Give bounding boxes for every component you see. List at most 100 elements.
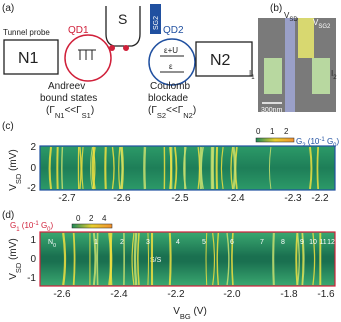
occupation: 2	[120, 239, 124, 246]
x-tick-label: -1.8	[280, 289, 298, 300]
cb-levels	[160, 55, 184, 73]
feature	[316, 146, 320, 190]
feature	[231, 232, 234, 286]
feature	[232, 146, 237, 190]
feature	[216, 232, 220, 286]
feature	[92, 232, 97, 286]
qd1-circle	[64, 34, 112, 82]
text-part: G	[39, 221, 47, 230]
scale-label: 300nm	[261, 107, 283, 114]
bias-label: VSD	[284, 11, 298, 23]
text-part: 2	[333, 75, 337, 81]
feature	[133, 232, 138, 286]
y-axis-label: VSD (mV)	[8, 238, 23, 280]
caption: Coulomb	[150, 81, 190, 92]
text-part: (V)	[191, 306, 207, 317]
feature	[131, 232, 135, 286]
occupation: 5	[202, 239, 206, 246]
feature	[295, 232, 299, 286]
occupation: 1	[94, 239, 98, 246]
text-part: V	[313, 18, 319, 27]
feature	[200, 146, 204, 190]
occupation: 8	[281, 239, 285, 246]
occupation: 9	[300, 239, 304, 246]
feature	[48, 146, 53, 190]
x-ticks: -2.6 -2.4 -2.2 -2.0 -1.8 -1.6	[53, 289, 335, 300]
text-part: (mV)	[8, 149, 19, 173]
feature	[183, 146, 187, 190]
occupation: N0	[48, 239, 56, 249]
cooper-pair	[123, 45, 129, 51]
feature	[268, 146, 272, 190]
text-part: (Γ	[46, 105, 55, 116]
lead-label: N1	[18, 50, 39, 67]
x-tick-label: -2.6	[53, 289, 71, 300]
heatmap	[39, 231, 336, 287]
y-tick-label: 0	[30, 254, 36, 265]
electrode	[264, 58, 282, 94]
occupation: 10	[309, 239, 317, 246]
condition: (ΓS2<<ΓN2)	[148, 105, 196, 120]
feature	[220, 146, 224, 190]
s-label: S	[118, 11, 127, 27]
feature	[119, 146, 124, 190]
feature	[111, 146, 115, 190]
x-tick-label: -2.2	[311, 193, 329, 204]
feature	[272, 232, 275, 286]
tunnel-probe: Tunnel probe	[3, 28, 50, 37]
feature	[296, 232, 300, 286]
text-part: )	[51, 221, 54, 230]
qd2-circle	[148, 38, 196, 86]
feature	[108, 232, 113, 286]
colorbar-tick: 4	[102, 214, 107, 223]
y-tick-label: -1	[27, 273, 36, 284]
qd1-label: QD1	[68, 25, 89, 36]
text-part: 1	[16, 227, 20, 233]
text-part: 0	[53, 243, 56, 249]
feature	[62, 232, 67, 286]
cooper-pair	[109, 45, 115, 51]
feature	[168, 232, 172, 286]
colorbar-tick: 2	[89, 214, 94, 223]
text-part: SD	[14, 262, 23, 273]
panel-label: (a)	[2, 3, 14, 14]
feature	[81, 146, 84, 190]
colorbar	[255, 137, 295, 143]
feature	[197, 146, 201, 190]
text-part: S1	[82, 111, 91, 120]
level-label: ε+U	[164, 46, 178, 55]
occupation: 4	[176, 239, 180, 246]
colorbar-tick: 1	[270, 127, 275, 136]
annotation: S/S	[150, 257, 162, 264]
feature	[92, 146, 96, 190]
x-ticks: -2.7 -2.6 -2.5 -2.4 -2.3 -2.2	[58, 193, 329, 204]
y-tick-label: 1	[30, 235, 36, 246]
text-part: -1	[319, 137, 325, 143]
text-part: (Γ	[148, 105, 157, 116]
text-part: (mV)	[8, 238, 19, 262]
occupation: 3	[146, 239, 150, 246]
text-part: <<Γ	[166, 105, 184, 116]
x-tick-label: -2.4	[110, 289, 128, 300]
feature	[312, 232, 316, 286]
text-part: BG	[180, 312, 191, 321]
text-part: (10	[20, 221, 34, 230]
feature	[118, 146, 121, 190]
x-tick-label: -2.0	[223, 289, 241, 300]
feature	[137, 232, 140, 286]
text-part: )	[91, 105, 94, 116]
text-part: V	[8, 184, 19, 191]
text-part: G	[325, 137, 333, 146]
colorbar-tick: 2	[284, 127, 289, 136]
current-label: I1	[249, 69, 255, 81]
feature	[230, 146, 234, 190]
electrode	[312, 58, 330, 94]
colorbar	[71, 223, 113, 229]
feature	[226, 232, 230, 286]
lead-box	[195, 41, 253, 77]
lead-label: N2	[210, 52, 231, 69]
feature	[212, 232, 216, 286]
text-part: (10	[306, 137, 320, 146]
caption: blockade	[148, 93, 188, 104]
text-part: N2	[183, 111, 193, 120]
